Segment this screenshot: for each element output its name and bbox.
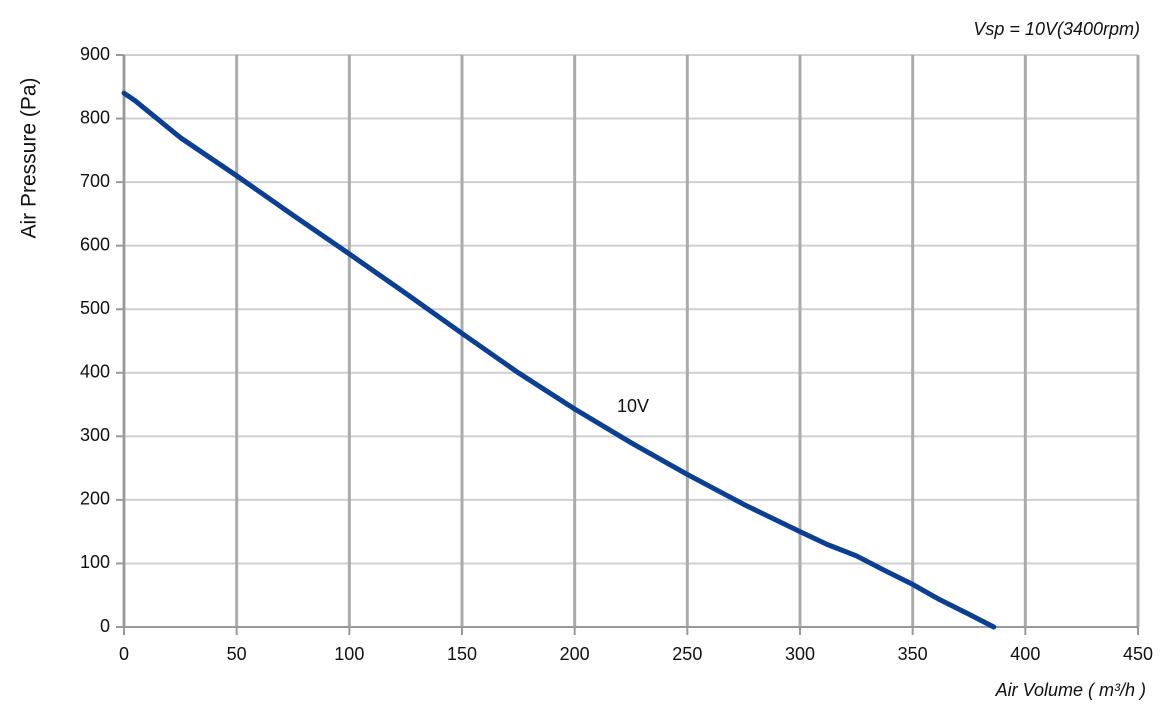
y-tick-label: 300: [80, 425, 110, 445]
x-tick-label: 0: [119, 644, 129, 664]
x-tick-label: 250: [672, 644, 702, 664]
y-tick-label: 700: [80, 171, 110, 191]
x-axis-label: Air Volume ( m³/h ): [995, 680, 1146, 700]
x-tick-label: 350: [898, 644, 928, 664]
series-label: 10V: [617, 396, 649, 416]
x-tick-label: 50: [227, 644, 247, 664]
y-tick-label: 100: [80, 552, 110, 572]
x-tick-label: 200: [560, 644, 590, 664]
x-tick-label: 100: [334, 644, 364, 664]
y-axis-label: Air Pressure (Pa): [18, 77, 41, 238]
data-line: [121, 90, 997, 630]
chart-subtitle: Vsp = 10V(3400rpm): [973, 19, 1140, 39]
y-tick-label: 500: [80, 298, 110, 318]
y-tick-label: 900: [80, 44, 110, 64]
y-tick-label: 0: [100, 616, 110, 636]
x-tick-label: 300: [785, 644, 815, 664]
y-tick-label: 400: [80, 362, 110, 382]
y-tick-label: 600: [80, 234, 110, 254]
y-tick-label: 800: [80, 107, 110, 127]
y-tick-label: 200: [80, 489, 110, 509]
x-tick-label: 400: [1010, 644, 1040, 664]
x-tick-label: 150: [447, 644, 477, 664]
x-tick-label: 450: [1123, 644, 1153, 664]
